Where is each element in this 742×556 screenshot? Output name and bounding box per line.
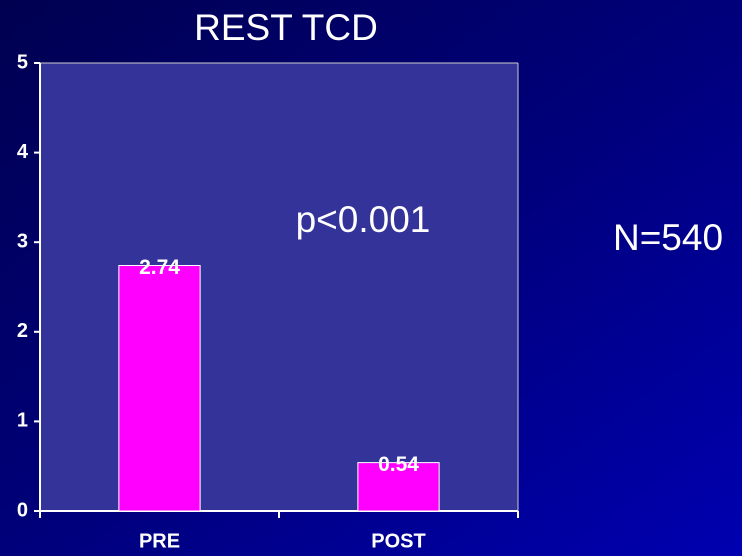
y-tick-label: 0 — [17, 499, 28, 521]
chart-title: REST TCD — [194, 7, 378, 48]
y-tick-label: 2 — [17, 320, 28, 342]
value-label: 0.54 — [378, 453, 419, 476]
y-tick-label: 1 — [17, 410, 28, 432]
x-tick-label: PRE — [139, 530, 180, 552]
annotation: p<0.001 — [296, 199, 431, 240]
annotation: N=540 — [613, 217, 723, 258]
plot-area — [40, 63, 518, 511]
bar — [357, 462, 440, 512]
y-tick-label: 5 — [17, 51, 28, 73]
value-label: 2.74 — [139, 256, 180, 279]
y-tick-label: 4 — [17, 141, 29, 163]
x-tick-label: POST — [371, 530, 425, 552]
y-tick-label: 3 — [17, 230, 28, 252]
bar — [118, 264, 201, 512]
